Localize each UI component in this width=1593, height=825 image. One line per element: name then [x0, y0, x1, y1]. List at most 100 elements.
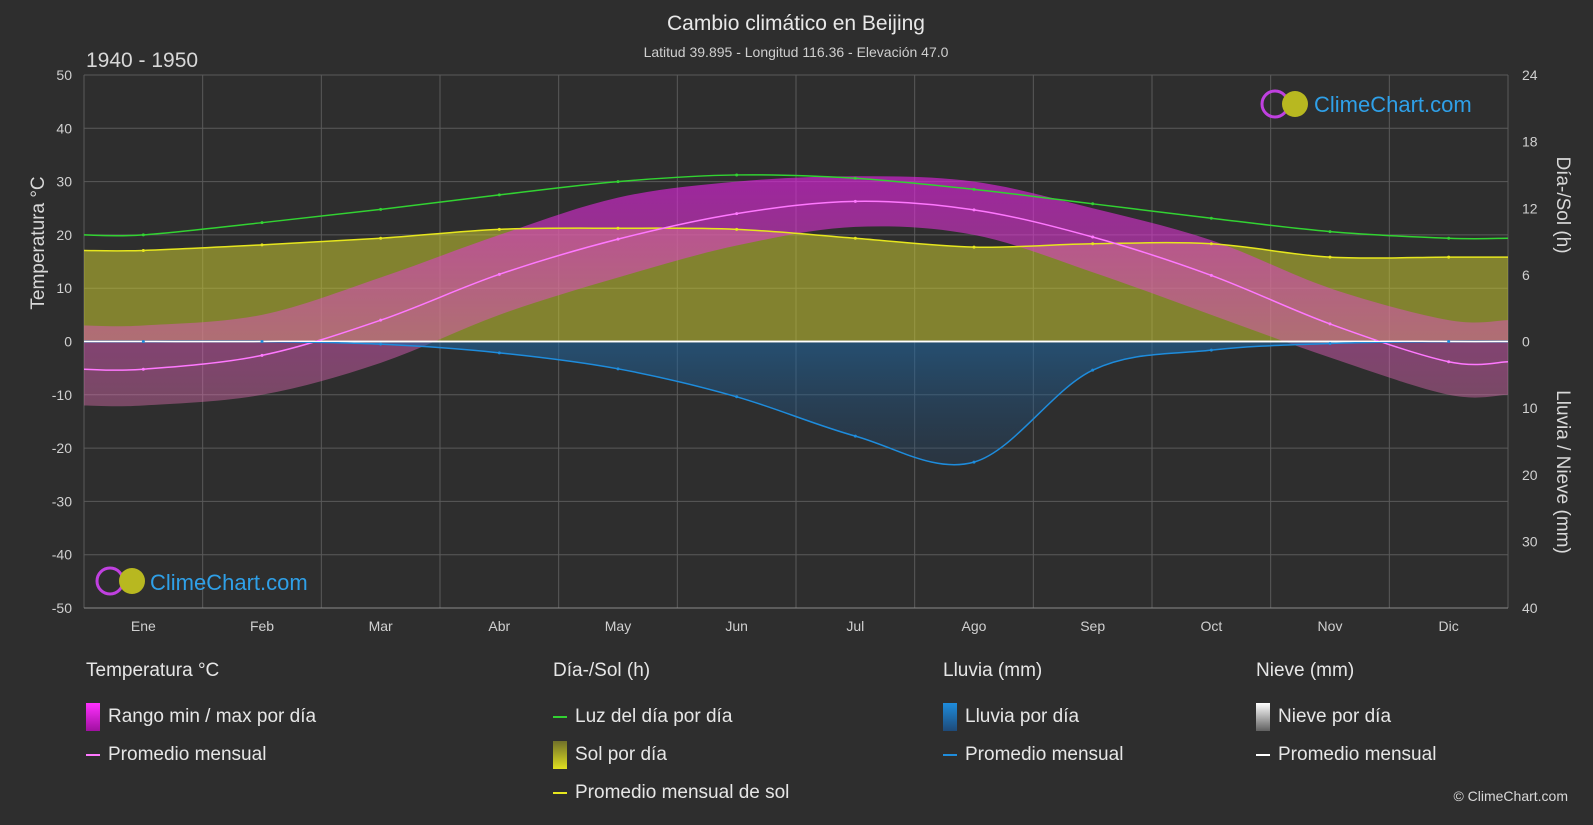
rain-mean-point [1447, 340, 1451, 343]
rain-mean-point [853, 434, 857, 438]
logo-sun-icon [1282, 91, 1308, 117]
y-right-sun-tick-label: 0 [1522, 334, 1530, 350]
legend-rain: Lluvia (mm) Lluvia por día Promedio mens… [943, 660, 1123, 774]
y-left-tick-label: -20 [52, 440, 72, 456]
sun-mean-point [141, 248, 145, 252]
period-label: 1940 - 1950 [86, 49, 198, 72]
sun-mean-point [853, 236, 857, 240]
copyright: © ClimeChart.com [1453, 788, 1568, 804]
x-month-label: May [605, 618, 631, 634]
y-right-sun-tick-label: 18 [1522, 134, 1538, 150]
daylight-point [972, 187, 976, 191]
sun-mean-point [497, 227, 501, 231]
temp-mean-point [497, 272, 501, 276]
legend-item-snow: Nieve por día [1256, 698, 1436, 736]
legend-label: Rango min / max por día [108, 706, 317, 727]
rain-mean-point [379, 342, 383, 346]
temp-mean-point [616, 237, 620, 241]
rain-mean-swatch [943, 754, 957, 756]
y-right-rain-tick-label: 40 [1522, 600, 1538, 616]
y-left-tick-label: 10 [56, 280, 72, 296]
rain-swatch [943, 703, 957, 731]
x-month-label: Jul [846, 618, 864, 634]
daylight-point [141, 233, 145, 237]
legend-temperature-title: Temperatura °C [86, 660, 220, 681]
sun-mean-point [1447, 255, 1451, 259]
y-right-sun-tick-label: 6 [1522, 267, 1530, 283]
snow-swatch [1256, 703, 1270, 731]
legend-label: Sol por día [575, 744, 667, 765]
temp-mean-point [260, 353, 264, 357]
rain-mean-point [1091, 368, 1095, 372]
x-month-label: Feb [250, 618, 274, 634]
watermark-brand-top: ClimeChart.com [1314, 92, 1472, 117]
chart-title: Cambio climático en Beijing [667, 12, 925, 35]
y-right-rain-tick-label: 30 [1522, 533, 1538, 549]
sun-mean-point [260, 243, 264, 247]
sun-mean-point [972, 245, 976, 249]
y-left-tick-label: 0 [64, 334, 72, 350]
daylight-point [1091, 202, 1095, 206]
daylight-point [1209, 216, 1213, 220]
y-right-rain-tick-label: 10 [1522, 400, 1538, 416]
sun-swatch [553, 741, 567, 769]
sun-mean-point [616, 226, 620, 230]
daylight-point [1328, 230, 1332, 234]
sun-mean-point [1091, 242, 1095, 246]
y-right-rain-tick-label: 20 [1522, 467, 1538, 483]
legend-item-snow-mean: Promedio mensual [1256, 736, 1436, 774]
x-month-label: Ene [131, 618, 156, 634]
sun-mean-point [1328, 255, 1332, 259]
rain-mean-point [141, 340, 145, 343]
temp-mean-point [735, 212, 739, 216]
legend-snow-title: Nieve (mm) [1256, 660, 1355, 681]
legend-sun-title: Día-/Sol (h) [553, 660, 651, 681]
temp-mean-point [853, 199, 857, 203]
legend-label: Promedio mensual [965, 744, 1124, 765]
daylight-point [735, 173, 739, 177]
sun-mean-swatch [553, 792, 567, 794]
daylight-swatch [553, 716, 567, 718]
y-left-tick-label: -10 [52, 387, 72, 403]
legend-label: Nieve por día [1278, 706, 1392, 727]
legend-rain-title: Lluvia (mm) [943, 660, 1043, 681]
legend-temperature: Temperatura °C Rango min / max por día P… [86, 660, 316, 774]
rain-mean-point [260, 340, 264, 343]
data-bands-layer [84, 176, 1508, 465]
x-month-label: Ago [962, 618, 987, 634]
rain-mean-point [972, 460, 976, 464]
daylight-point [497, 193, 501, 197]
legend-label: Promedio mensual [1278, 744, 1437, 765]
y-right-bottom-axis-label: Lluvia / Nieve (mm) [1552, 390, 1573, 554]
x-month-label: Abr [488, 618, 510, 634]
legend-item-rain: Lluvia por día [943, 698, 1123, 736]
temp-mean-point [1328, 322, 1332, 326]
temp-mean-point [1209, 273, 1213, 277]
legend-label: Luz del día por día [575, 706, 733, 727]
y-left-tick-label: 20 [56, 227, 72, 243]
y-left-tick-label: 40 [56, 120, 72, 136]
x-month-label: Dic [1439, 618, 1459, 634]
y-right-sun-tick-label: 12 [1522, 200, 1538, 216]
chart-subtitle: Latitud 39.895 - Longitud 116.36 - Eleva… [644, 44, 949, 60]
temp-range-area [84, 176, 1508, 407]
y-left-tick-label: -40 [52, 547, 72, 563]
daylight-point [379, 207, 383, 211]
legend-snow: Nieve (mm) Nieve por día Promedio mensua… [1256, 660, 1436, 774]
daylight-point [260, 221, 264, 225]
legend-item-temp-range: Rango min / max por día [86, 698, 316, 736]
y-left-tick-label: 50 [56, 67, 72, 83]
legend-item-sun-mean: Promedio mensual de sol [553, 774, 789, 812]
legend-sun: Día-/Sol (h) Luz del día por día Sol por… [553, 660, 789, 812]
temp-mean-point [972, 208, 976, 212]
sun-mean-point [735, 227, 739, 231]
temp-mean-point [141, 367, 145, 371]
legend-label: Promedio mensual [108, 744, 267, 765]
x-month-label: Sep [1080, 618, 1105, 634]
x-month-label: Oct [1200, 618, 1222, 634]
y-right-top-axis-label: Día-/Sol (h) [1552, 156, 1573, 253]
temp-mean-swatch [86, 754, 100, 756]
legend-item-daylight: Luz del día por día [553, 698, 789, 736]
rain-mean-point [1209, 348, 1213, 352]
temp-mean-point [1447, 360, 1451, 364]
